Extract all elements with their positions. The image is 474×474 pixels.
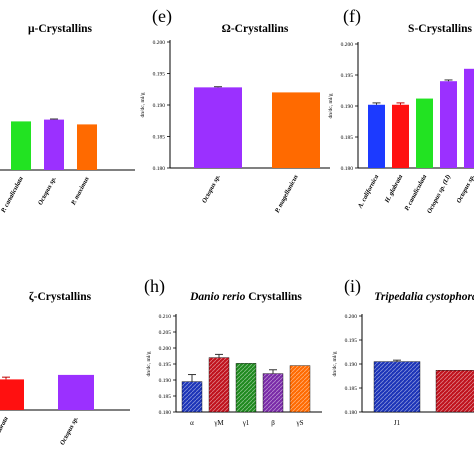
panel-label: (e) (152, 6, 172, 27)
chart-title: ζ-Crystallins (29, 290, 92, 303)
y-tick-label: 0.190 (153, 103, 166, 109)
y-tick-label: 0.185 (341, 135, 354, 141)
y-axis-label: dn/dc, ml/g (140, 92, 146, 117)
panel-i: (i) Tripedalia cystophora 0.180 0.185 0.190 0… (332, 276, 474, 427)
y-tick-label: 0.205 (159, 330, 172, 336)
chart-title: Danio rerio Crystallins (189, 291, 302, 303)
y-axis-label: dn/dc, ml/g (146, 351, 152, 376)
y-tick-label: 0.190 (341, 104, 354, 110)
bar (11, 121, 31, 170)
category-label: A. californica (356, 173, 380, 210)
y-tick-label: 0.185 (345, 386, 358, 392)
y-tick-label: 0.200 (345, 314, 358, 320)
y-tick-label: 0.195 (159, 362, 172, 368)
panel-e: (e) Ω-Crystallins 0.180 0.185 0.190 0.195 0.20… (140, 6, 330, 214)
bar-hatch (235, 363, 257, 413)
y-tick-label: 0.180 (153, 166, 166, 172)
y-axis-label: dn/dc, ml/g (328, 93, 334, 118)
category-label: Octopus sp. (201, 173, 222, 204)
chart-title: Tripedalia cystophora (374, 291, 474, 303)
category-label: Octopus sp. (Ll) (426, 174, 452, 215)
y-tick-label: 0.195 (345, 338, 358, 344)
category-label: P. maximus (70, 175, 91, 206)
category-label: α (190, 419, 194, 427)
category-label: Octopus sp. (37, 175, 58, 206)
category-label: Octopus sp. (59, 415, 80, 446)
chart-title: S-Crystallins (408, 23, 472, 35)
category-label: γS (296, 419, 304, 427)
bar (416, 98, 433, 168)
y-tick-label: 0.200 (341, 42, 354, 48)
bar-hatch (289, 365, 311, 413)
bar-hatch (208, 357, 230, 413)
bar-hatch (373, 361, 421, 413)
bar (77, 124, 97, 170)
category-label: P. canaliculata (0, 175, 25, 214)
y-tick-label: 0.200 (159, 346, 172, 352)
panel-label: (i) (344, 276, 361, 297)
bar (194, 87, 242, 168)
y-tick-label: 0.195 (341, 73, 354, 79)
y-tick-label: 0.180 (345, 410, 358, 416)
panel-label: (h) (144, 276, 165, 297)
bar (44, 119, 64, 170)
y-tick-label: 0.210 (159, 314, 172, 320)
bar (392, 104, 409, 168)
y-tick-label: 0.190 (345, 362, 358, 368)
bar-hatch (435, 370, 474, 413)
panel-g: ζ-Crystallins H. glabrata Octopus sp. (0, 290, 130, 447)
category-label: Octopus sp. (456, 173, 474, 204)
category-label: β (271, 419, 275, 427)
category-label: γM (213, 419, 224, 427)
chart-title: Ω-Crystallins (222, 23, 289, 35)
category-label: H. glabrata (383, 173, 404, 205)
bar (0, 379, 24, 410)
bar (58, 374, 94, 410)
y-tick-label: 0.190 (159, 378, 172, 384)
y-axis-label: dn/dc, ml/g (332, 351, 338, 376)
panel-f: (f) S-Crystallins 0.180 0.185 0.190 0.195 0.20… (328, 6, 474, 215)
bar (440, 81, 457, 168)
y-tick-label: 0.185 (153, 135, 166, 141)
category-label: P. canaliculata (403, 173, 428, 212)
panel-label: (f) (343, 6, 361, 27)
bar (464, 68, 474, 168)
category-label: H. glabrata (0, 415, 10, 447)
bar (272, 92, 320, 168)
bar-hatch (181, 381, 203, 413)
y-tick-label: 0.195 (153, 72, 166, 78)
bar-hatch (262, 373, 284, 413)
y-tick-label: 0.180 (341, 166, 354, 172)
y-tick-label: 0.180 (159, 410, 172, 416)
category-label: γ1 (242, 419, 250, 427)
y-tick-label: 0.200 (153, 40, 166, 46)
category-label: J1 (394, 419, 401, 427)
bar (368, 104, 385, 168)
chart-title: μ-Crystallins (28, 23, 93, 35)
category-label: P. magellanicus (274, 173, 300, 214)
y-tick-label: 0.185 (159, 394, 172, 400)
panel-h: (h) Danio rerio Crystallins 0.180 0.185 0.19… (144, 276, 322, 427)
